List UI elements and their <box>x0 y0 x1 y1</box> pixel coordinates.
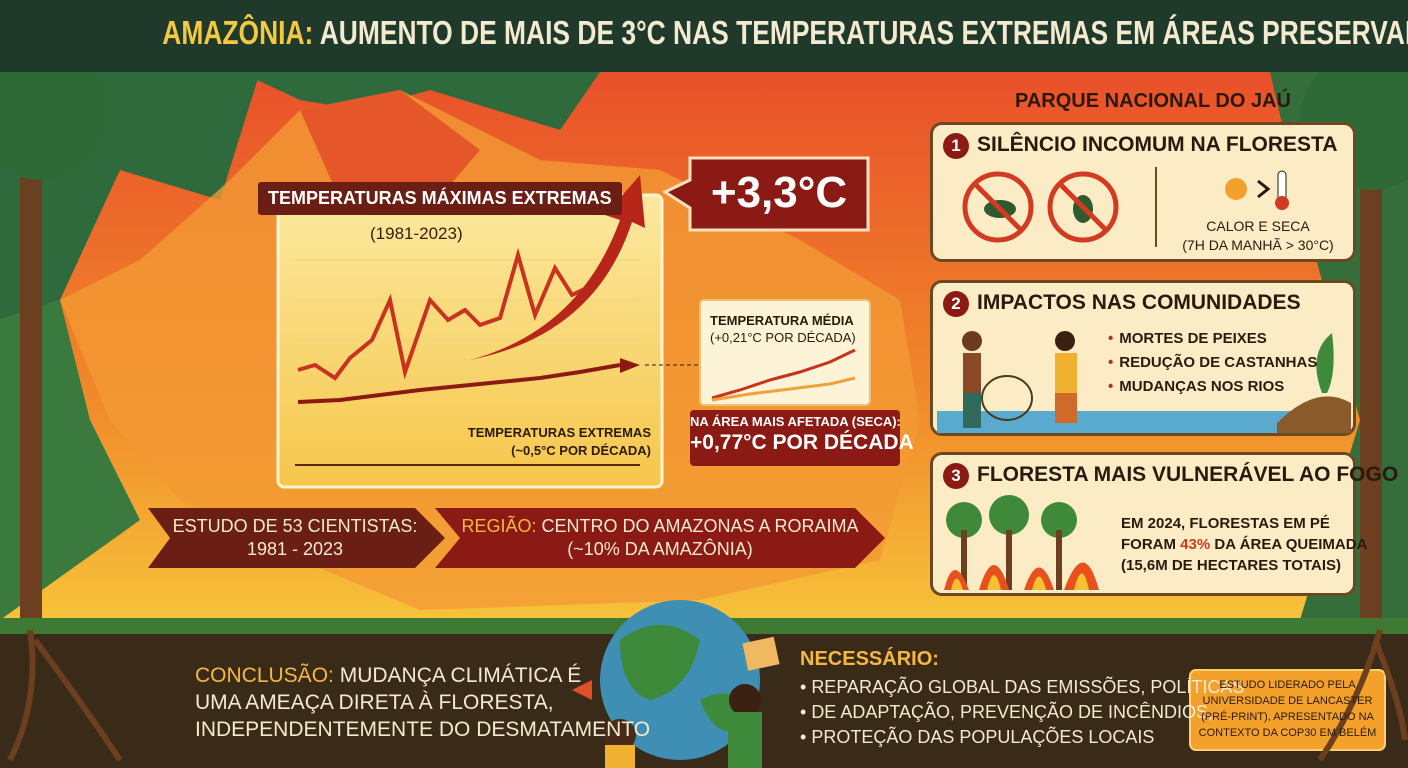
needed-line: • REPARAÇÃO GLOBAL DAS EMISSÕES, POLÍTIC… <box>800 677 1245 697</box>
source-note: ESTUDO LIDERADO PELA UNIVERSIDADE DE LAN… <box>1190 677 1385 741</box>
trend-rate: (~0,5°C POR DÉCADA) <box>511 443 651 458</box>
trend-note: TEMPERATURAS EXTREMAS (~0,5°C POR DÉCADA… <box>455 424 651 460</box>
chart-title: TEMPERATURAS MÁXIMAS EXTREMAS <box>258 182 622 215</box>
panel: 2 IMPACTOS NAS COMUNIDADES MORTES DE PEIX… <box>930 280 1356 436</box>
panel-line: FORAM <box>1121 536 1176 553</box>
inset-text: TEMPERATURA MÉDIA (+0,21°C POR DÉCADA) <box>710 312 856 346</box>
inset-title: TEMPERATURA MÉDIA <box>710 313 854 328</box>
headline-value: +3,3°C <box>710 168 848 217</box>
fire-scene <box>944 495 1099 590</box>
panel-title: SILÊNCIO INCOMUM NA FLORESTA <box>977 133 1338 156</box>
needed-text: DE ADAPTAÇÃO, PREVENÇÃO DE INCÊNDIOS, <box>811 702 1214 722</box>
community-scene <box>937 331 1351 433</box>
panel-line: (7H DA MANHÃ > 30°C) <box>1182 237 1334 253</box>
affected-rate: +0,77°C POR DÉCADA <box>690 431 914 454</box>
conclusion-line: INDEPENDENTEMENTE DO DESMATAMENTO <box>195 718 651 741</box>
region-banner: REGIÃO: CENTRO DO AMAZONAS A RORAIMA (~1… <box>460 515 860 561</box>
inset-rate: (+0,21°C POR DÉCADA) <box>710 330 856 345</box>
panel-line: CALOR E SECA <box>1206 218 1310 234</box>
region-highlight: REGIÃO: <box>461 516 537 536</box>
study-banner: ESTUDO DE 53 CIENTISTAS: 1981 - 2023 <box>165 515 425 561</box>
study-line: 1981 - 2023 <box>246 539 344 559</box>
source-line: UNIVERSIDADE DE LANCASTER <box>1202 695 1373 707</box>
panel-line: MUDANÇAS NOS RIOS <box>1108 375 1317 399</box>
source-line: ESTUDO LIDERADO PELA <box>1219 679 1356 691</box>
panel: 1 SILÊNCIO INCOMUM NA FLORESTA CALOR E SE… <box>930 122 1356 262</box>
fire-text: EM 2024, FLORESTAS EM PÉ FORAM 43% DA ÁR… <box>1121 513 1367 576</box>
region-text: CENTRO DO AMAZONAS A RORAIMA <box>541 516 859 536</box>
affected-box: NA ÁREA MAIS AFETADA (SECA): +0,77°C POR… <box>690 414 914 455</box>
needed-text: REPARAÇÃO GLOBAL DAS EMISSÕES, POLÍTICAS <box>811 677 1245 697</box>
region-share: (~10% DA AMAZÔNIA) <box>567 539 753 559</box>
title-highlight: AMAZÔNIA: <box>162 14 314 51</box>
impact-list: MORTES DE PEIXES REDUÇÃO DE CASTANHAS MU… <box>1108 327 1317 399</box>
panel-highlight: 43% <box>1180 536 1211 553</box>
source-line: (PRÉ-PRINT), APRESENTADO NA <box>1201 711 1374 723</box>
panel-title: FLORESTA MAIS VULNERÁVEL AO FOGO <box>977 463 1399 486</box>
panel-number: 2 <box>943 291 969 317</box>
park-title: PARQUE NACIONAL DO JAÚ <box>1015 90 1291 112</box>
heat-icon <box>1225 170 1289 210</box>
needed: NECESSÁRIO: • REPARAÇÃO GLOBAL DAS EMISS… <box>800 648 1244 750</box>
conclusion-line: MUDANÇA CLIMÁTICA É <box>339 664 582 687</box>
panel-text: CALOR E SECA (7H DA MANHÃ > 30°C) <box>1163 217 1353 255</box>
panel: 3 FLORESTA MAIS VULNERÁVEL AO FOGO EM 202… <box>930 452 1398 596</box>
chart-period: (1981-2023) <box>370 224 463 243</box>
panel-line: DA ÁREA QUEIMADA <box>1214 536 1368 553</box>
source-line: CONTEXTO DA COP30 EM BELÉM <box>1198 727 1377 739</box>
panel-title: IMPACTOS NAS COMUNIDADES <box>977 291 1301 314</box>
title-wrap: AMAZÔNIA: AUMENTO DE MAIS DE 3°C NAS TEM… <box>0 14 1408 52</box>
needed-text: PROTEÇÃO DAS POPULAÇÕES LOCAIS <box>811 727 1155 747</box>
panel-line: (15,6M DE HECTARES TOTAIS) <box>1121 557 1342 574</box>
conclusion-line: UMA AMEAÇA DIRETA À FLORESTA, <box>195 691 554 714</box>
study-line: ESTUDO DE 53 CIENTISTAS: <box>172 516 418 536</box>
silence-icons <box>962 171 1119 243</box>
affected-label: NA ÁREA MAIS AFETADA (SECA): <box>690 414 901 429</box>
trend-label: TEMPERATURAS EXTREMAS <box>467 425 651 440</box>
panel-line: EM 2024, FLORESTAS EM PÉ <box>1121 515 1330 532</box>
conclusion: CONCLUSÃO: MUDANÇA CLIMÁTICA É UMA AMEAÇ… <box>195 662 650 743</box>
needed-line: • DE ADAPTAÇÃO, PREVENÇÃO DE INCÊNDIOS, <box>800 702 1214 722</box>
needed-label: NECESSÁRIO: <box>800 648 939 670</box>
panel-number: 1 <box>943 133 969 159</box>
panel-line: REDUÇÃO DE CASTANHAS <box>1108 351 1317 375</box>
needed-line: • PROTEÇÃO DAS POPULAÇÕES LOCAIS <box>800 727 1155 747</box>
panel-number: 3 <box>943 463 969 489</box>
conclusion-label: CONCLUSÃO: <box>195 664 334 687</box>
panel-line: MORTES DE PEIXES <box>1108 327 1317 351</box>
title: AUMENTO DE MAIS DE 3°C NAS TEMPERATURAS … <box>319 14 1408 51</box>
